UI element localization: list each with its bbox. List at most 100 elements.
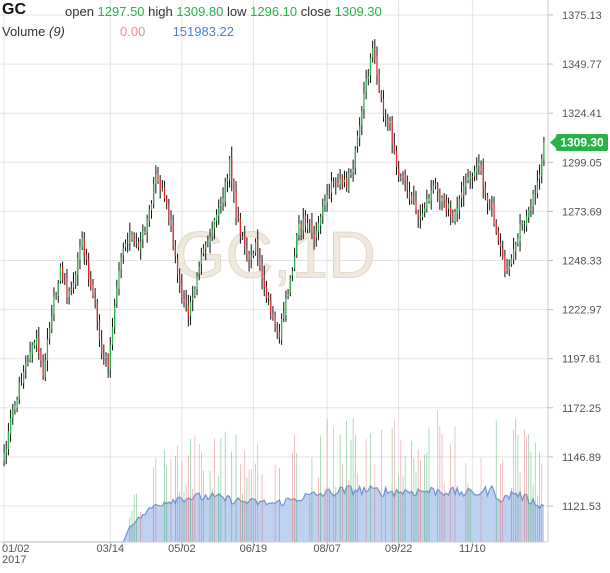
candle — [341, 174, 343, 190]
candle-body — [192, 296, 194, 300]
candle — [235, 181, 237, 226]
candle-body — [163, 187, 166, 199]
candle — [38, 326, 40, 360]
candle — [538, 164, 541, 190]
candle — [62, 261, 64, 284]
candle-body — [430, 190, 432, 201]
candle — [239, 212, 241, 244]
candle-body — [202, 248, 205, 254]
candle — [187, 294, 189, 327]
candle-body — [166, 197, 168, 204]
candle — [536, 170, 539, 199]
candle — [211, 221, 213, 241]
candle — [29, 341, 31, 363]
candle-body — [439, 192, 441, 201]
candle — [450, 200, 452, 226]
candle — [220, 196, 222, 214]
candle — [497, 227, 499, 245]
candle-body — [458, 198, 460, 211]
candle — [51, 305, 53, 334]
y-tick-label: 1324.41 — [562, 108, 602, 120]
candle-body — [311, 223, 313, 234]
candle — [415, 190, 417, 215]
candle-body — [333, 181, 335, 184]
candle-body — [367, 76, 369, 80]
candle — [42, 354, 44, 380]
candle — [510, 254, 512, 267]
candle — [489, 199, 491, 211]
candle-body — [280, 319, 283, 341]
candle-body — [495, 223, 497, 233]
candle — [94, 287, 96, 309]
candle-body — [44, 360, 46, 378]
candle — [153, 176, 155, 209]
candle — [215, 209, 218, 228]
last-price-pointer — [550, 136, 556, 148]
candle-body — [72, 283, 75, 288]
candle-body — [543, 142, 545, 160]
candle — [315, 222, 317, 247]
candle-body — [441, 197, 443, 202]
candle — [320, 213, 322, 235]
watermark: GC,1D — [174, 217, 376, 291]
candle-body — [378, 73, 380, 91]
candle-body — [38, 338, 40, 353]
candle — [172, 214, 174, 251]
candle-body — [272, 314, 274, 318]
x-tick-label: 05/02 — [168, 543, 196, 555]
candle-body — [215, 214, 218, 221]
ohlc-row: open 1297.50 high 1309.80 low 1296.10 cl… — [65, 4, 382, 19]
candle-body — [465, 182, 467, 187]
candle-body — [298, 223, 300, 235]
candle — [90, 270, 92, 291]
candle-body — [92, 284, 94, 296]
candle — [452, 209, 454, 223]
candle-body — [313, 233, 315, 240]
candle — [369, 53, 372, 83]
candle — [155, 165, 157, 194]
candle — [517, 233, 519, 247]
candle-body — [491, 203, 493, 206]
candle — [144, 226, 146, 236]
candle-body — [142, 230, 144, 240]
candle — [322, 198, 324, 224]
candle-body — [248, 254, 250, 261]
candle-body — [359, 125, 361, 139]
candle — [283, 301, 285, 323]
volume-value-1: 0.00 — [120, 24, 146, 39]
candle-body — [320, 216, 322, 226]
candle — [157, 167, 159, 184]
candle — [9, 409, 12, 443]
candle-body — [317, 222, 320, 232]
candle — [393, 132, 395, 155]
candle — [465, 173, 467, 196]
candle — [486, 192, 489, 215]
candle — [44, 353, 46, 382]
y-tick-label: 1375.13 — [562, 10, 602, 22]
candle-body — [519, 224, 521, 242]
candle — [170, 210, 172, 232]
candle — [72, 272, 75, 294]
candle — [207, 235, 209, 248]
candle — [222, 187, 224, 211]
candle — [127, 232, 129, 253]
candle — [250, 244, 252, 269]
candle — [356, 130, 359, 153]
candle — [378, 68, 380, 93]
candle-body — [337, 182, 339, 186]
candle-body — [111, 326, 114, 345]
candle-body — [161, 188, 163, 190]
candle-body — [53, 296, 55, 315]
candles — [3, 39, 545, 467]
candle — [437, 182, 439, 203]
candle — [447, 197, 450, 217]
candle-body — [246, 248, 248, 254]
candle — [168, 198, 170, 226]
candle-body — [450, 206, 452, 215]
candle-body — [20, 380, 23, 382]
candle-body — [222, 198, 224, 203]
candle-body — [352, 169, 354, 173]
candle — [77, 252, 79, 286]
